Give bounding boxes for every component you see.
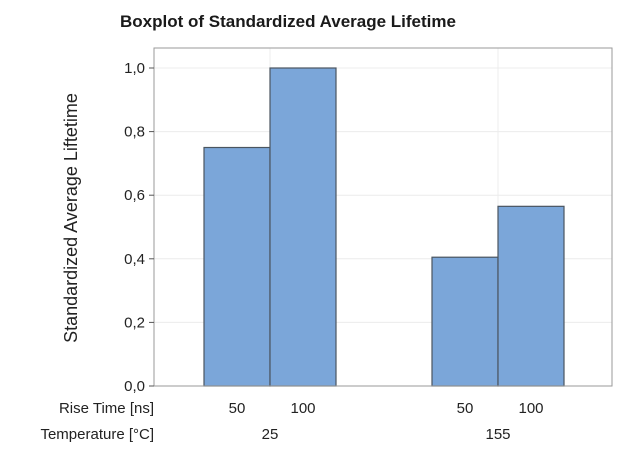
plot-frame	[153, 47, 613, 387]
bar-155-100	[497, 205, 565, 387]
temperature-tick-label: 155	[485, 426, 510, 443]
y-axis-label: Standardized Average Liftetime	[61, 93, 81, 343]
bar-25-50	[203, 146, 271, 387]
rise-time-tick-label: 100	[290, 400, 315, 417]
y-tick-label: 1,0	[124, 60, 145, 77]
rise-time-tick-label: 50	[229, 400, 246, 417]
bar-155-50	[431, 256, 499, 387]
temperature-row-label: Temperature [°C]	[40, 426, 154, 443]
y-tick-label: 0,4	[124, 251, 145, 268]
x-tick-labels: 50 100 25 50 100 155	[229, 400, 544, 443]
y-tick-label: 0,2	[124, 314, 145, 331]
y-tick-label: 0,6	[124, 187, 145, 204]
y-tick-label: 0,8	[124, 124, 145, 141]
rise-time-tick-label: 100	[518, 400, 543, 417]
chart-title: Boxplot of Standardized Average Lifetime	[120, 12, 456, 31]
y-ticks: 0,0 0,2 0,4 0,6 0,8 1,0	[124, 60, 154, 395]
temperature-tick-label: 25	[262, 426, 279, 443]
y-axis-label-group: Standardized Average Liftetime	[61, 93, 81, 343]
rise-time-tick-label: 50	[457, 400, 474, 417]
bars	[203, 67, 565, 387]
rise-time-row-label: Rise Time [ns]	[59, 400, 154, 417]
bar-25-100	[269, 67, 337, 387]
y-tick-label: 0,0	[124, 378, 145, 395]
